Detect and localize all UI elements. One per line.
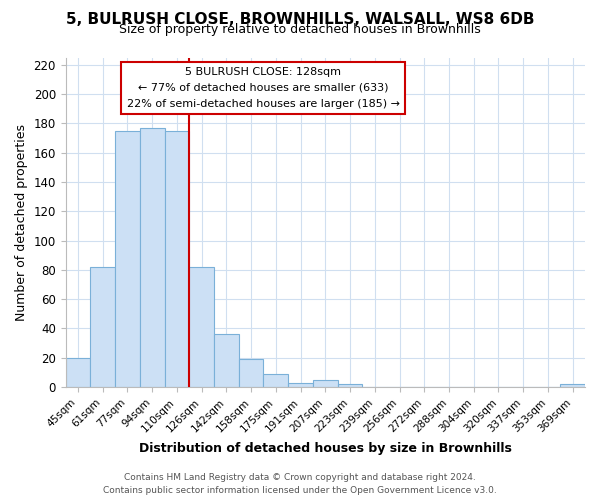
Bar — [214, 334, 239, 387]
Bar — [263, 374, 288, 387]
Bar — [65, 358, 91, 387]
Bar — [91, 267, 115, 387]
Text: 5 BULRUSH CLOSE: 128sqm
← 77% of detached houses are smaller (633)
22% of semi-d: 5 BULRUSH CLOSE: 128sqm ← 77% of detache… — [127, 68, 400, 108]
Bar — [140, 128, 164, 387]
Y-axis label: Number of detached properties: Number of detached properties — [15, 124, 28, 321]
Bar — [560, 384, 585, 387]
Text: Size of property relative to detached houses in Brownhills: Size of property relative to detached ho… — [119, 22, 481, 36]
Text: 5, BULRUSH CLOSE, BROWNHILLS, WALSALL, WS8 6DB: 5, BULRUSH CLOSE, BROWNHILLS, WALSALL, W… — [66, 12, 534, 28]
X-axis label: Distribution of detached houses by size in Brownhills: Distribution of detached houses by size … — [139, 442, 512, 455]
Text: Contains HM Land Registry data © Crown copyright and database right 2024.
Contai: Contains HM Land Registry data © Crown c… — [103, 474, 497, 495]
Bar — [115, 130, 140, 387]
Bar — [239, 360, 263, 387]
Bar — [288, 382, 313, 387]
Bar — [313, 380, 338, 387]
Bar — [190, 267, 214, 387]
Bar — [164, 130, 190, 387]
Bar — [338, 384, 362, 387]
